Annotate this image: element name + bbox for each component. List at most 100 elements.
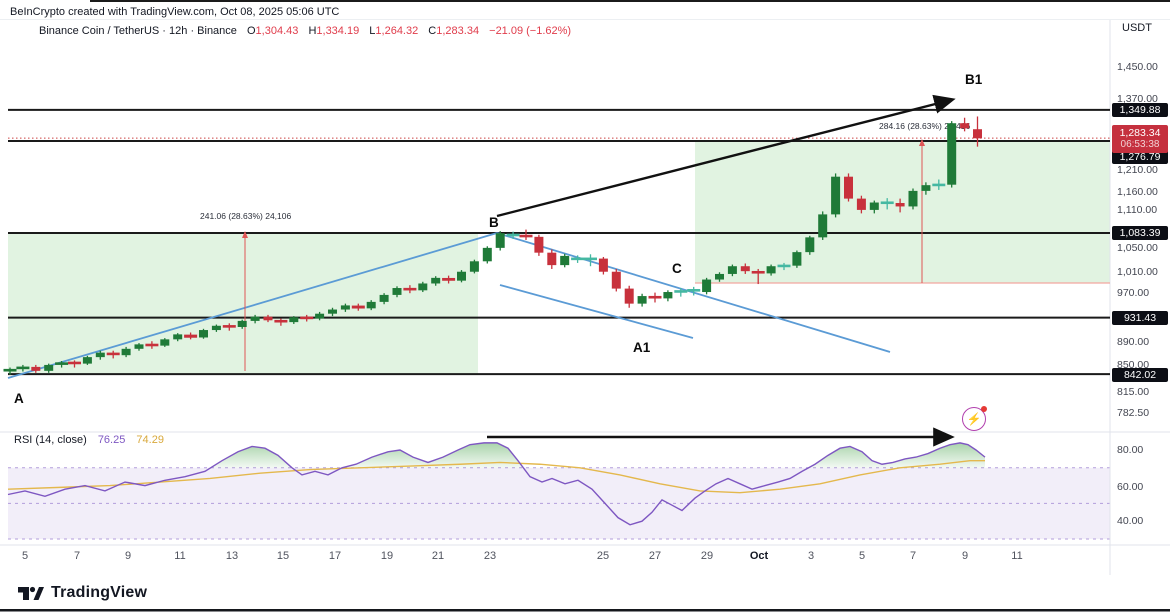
time-tick: 5 [858,550,866,562]
time-tick: Oct [749,550,769,562]
candle-body [82,357,92,364]
candle-body [482,247,492,262]
rsi-ma-line [7,459,985,494]
candle-body [880,201,894,205]
right-measure-label: 284.16 (28.63%) 28,416 [879,121,970,131]
candle-body [418,283,428,291]
candle-body [973,129,982,139]
low-value: 1,264.32 [375,25,419,37]
candle-body [351,305,365,309]
rsi-value: 76.25 [97,434,126,446]
time-tick: 17 [328,550,342,562]
candle-body [727,266,737,274]
symbol-legend[interactable]: Binance Coin / TetherUS · 12h · Binance … [39,25,571,37]
top-border [90,0,1170,2]
bottom-border [0,609,1170,612]
trendline[interactable] [499,284,694,339]
candle-body [222,325,236,328]
candle-body [908,190,918,207]
time-tick: 9 [124,550,132,562]
candle-body [300,316,314,320]
time-tick: 27 [648,550,662,562]
flash-indicator-button[interactable]: ⚡ [962,406,987,431]
candle-body [173,334,183,340]
notification-dot [981,406,987,412]
price-tick: 1,050.00 [1117,242,1158,254]
rsi-overbought-fill [808,442,985,468]
candle-body [160,339,170,346]
price-tick: 1,010.00 [1117,266,1158,278]
header-divider [0,19,1170,20]
left-measure-label: 241.06 (28.63%) 24,106 [200,211,291,221]
price-level-badge: 1,349.88 [1112,103,1168,117]
symbol-info[interactable]: Binance Coin / TetherUS · 12h · Binance [39,25,237,37]
candle-body [818,214,828,238]
time-tick: 21 [431,550,445,562]
low-label: L [369,25,376,37]
candle-body [68,361,81,365]
trendline[interactable] [7,232,498,379]
time-tick: 29 [700,550,714,562]
candle-body [340,305,350,310]
rsi-tick: 40.00 [1117,515,1144,527]
candle-body [379,294,389,302]
candle-body [648,295,662,299]
highlight-box [695,141,1110,283]
time-tick: 25 [596,550,610,562]
candle-body [431,277,441,284]
rsi-tick: 60.00 [1117,481,1144,493]
candle-body [637,296,647,304]
time-tick: 23 [483,550,497,562]
close-label: C [428,25,437,37]
candle-body [506,233,520,237]
price-tick: 815.00 [1117,386,1150,398]
current-price-badge: 1,283.34 06:53:38 [1112,125,1168,153]
price-level-badge: 1,083.39 [1112,226,1168,240]
high-label: H [308,25,317,37]
time-tick: 7 [909,550,917,562]
candle-body [947,123,957,185]
time-tick: 13 [225,550,239,562]
open-label: O [246,25,256,37]
candle-body [702,279,712,293]
time-tick: 15 [276,550,290,562]
candle-body [856,198,866,210]
rsi-overbought-fill [342,442,524,468]
wave-point-a1: A1 [633,340,651,355]
time-tick: 19 [380,550,394,562]
tradingview-logo[interactable]: TradingView [18,584,147,602]
candle-body [960,123,970,129]
time-tick: 11 [174,550,186,562]
candle-body [932,183,946,187]
time-tick: 7 [73,550,81,562]
quote-currency-label: USDT [1122,22,1152,34]
rsi-legend[interactable]: RSI (14, close) 76.25 74.29 [14,434,164,446]
tradingview-logo-icon [18,586,44,600]
candle-body [469,261,479,272]
price-tick: 1,110.00 [1117,204,1158,216]
rsi-overbought-fill [210,446,292,468]
candle-body [145,343,159,347]
candle-body [95,352,105,358]
candle-body [3,368,17,372]
candle-body [519,234,533,238]
candle-body [457,271,466,281]
rsi-title[interactable]: RSI (14, close) [14,434,87,446]
change-value: −21.09 (−1.62%) [489,25,572,37]
time-tick: 3 [807,550,815,562]
candle-body [560,255,570,266]
candle-body [805,237,815,253]
candle-body [315,313,325,319]
trend-arrow[interactable] [496,94,956,218]
close-value: 1,283.34 [436,25,480,37]
price-level-badge: 842.02 [1112,368,1168,382]
candle-body [392,288,402,295]
candle-body [777,264,791,268]
price-tick: 1,370.00 [1117,93,1158,105]
candle-body [895,203,905,207]
candle-body [31,366,41,371]
current-price-value: 1,283.34 [1119,127,1161,139]
candle-body [134,344,144,349]
